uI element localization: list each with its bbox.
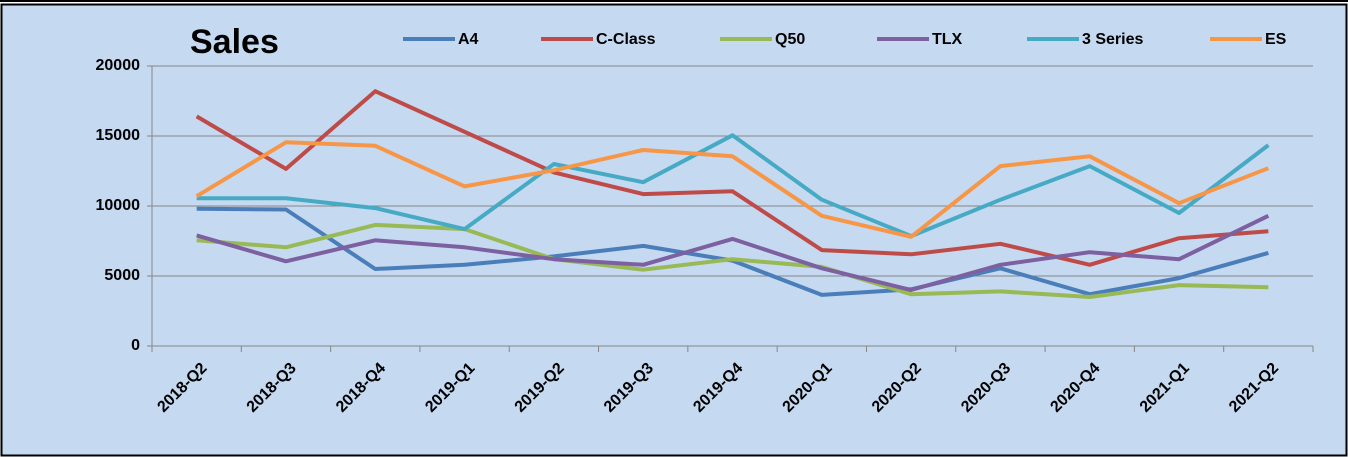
legend-label: Q50	[775, 31, 805, 48]
y-tick-label: 0	[131, 337, 140, 354]
legend-label: C-Class	[596, 31, 656, 48]
y-tick-label: 20000	[96, 57, 141, 74]
series-line	[196, 133, 1270, 239]
legend-label: A4	[458, 31, 479, 48]
y-tick-label: 10000	[96, 197, 141, 214]
chart-title: Sales	[190, 23, 279, 61]
y-tick-label: 5000	[104, 267, 140, 284]
legend-label: ES	[1265, 31, 1287, 48]
series-line	[195, 89, 1269, 267]
y-tick-label: 15000	[96, 127, 141, 144]
legend-label: 3 Series	[1082, 31, 1143, 48]
series-line	[195, 140, 1270, 239]
chart-area	[0, 3, 1348, 457]
series-line	[196, 214, 1270, 292]
series-line	[196, 222, 1269, 299]
legend-label: TLX	[932, 31, 963, 48]
